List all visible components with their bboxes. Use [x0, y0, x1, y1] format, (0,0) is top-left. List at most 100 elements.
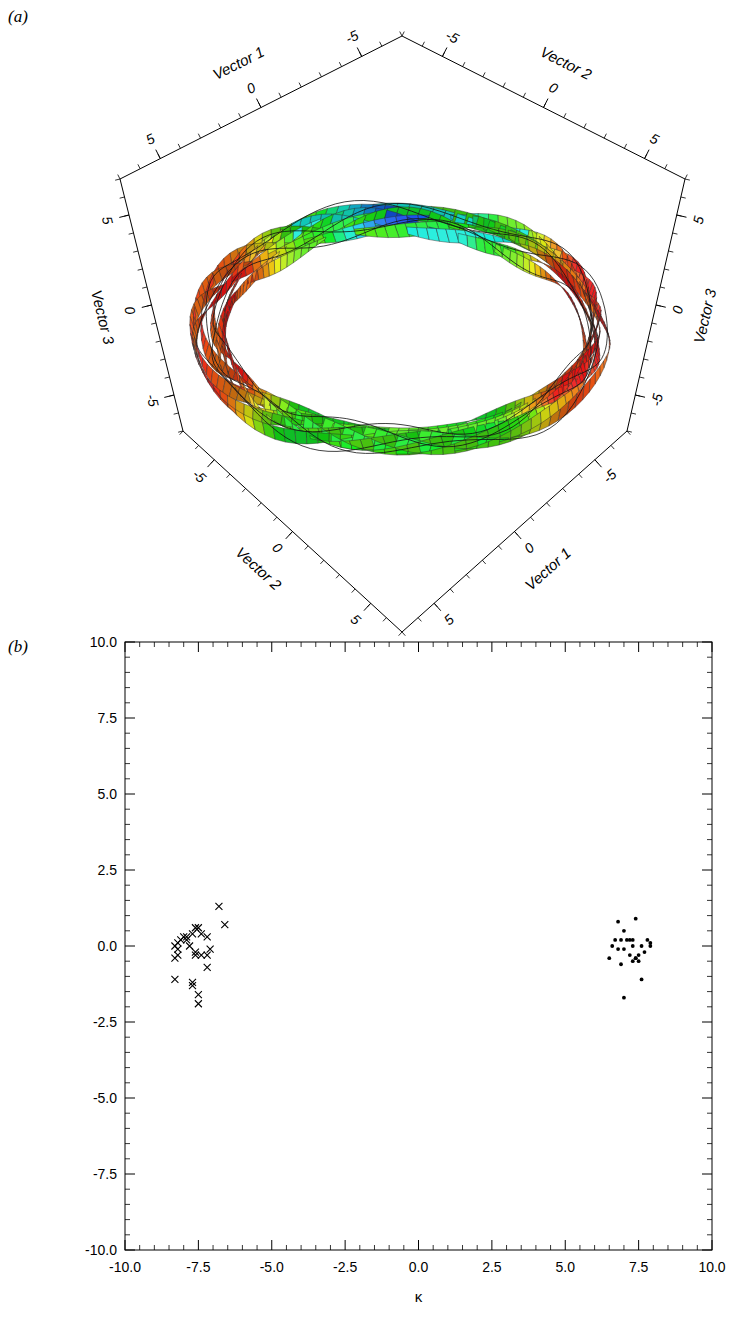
- minor-tick: [118, 175, 120, 179]
- x-marker: [195, 991, 202, 998]
- minor-tick: [139, 642, 140, 647]
- dot-marker: [607, 956, 611, 960]
- x-tick: [125, 642, 126, 652]
- y-tick: [125, 946, 135, 947]
- minor-tick: [402, 632, 405, 636]
- minor-tick: [320, 560, 323, 564]
- y-tick: [125, 642, 135, 643]
- x-tick: [491, 1240, 492, 1250]
- y-tick-label: 10.0: [90, 634, 117, 650]
- minor-tick: [174, 413, 179, 414]
- minor-tick: [707, 763, 712, 764]
- x-tick: [712, 642, 713, 652]
- minor-tick: [609, 1245, 610, 1250]
- x-tick: [491, 642, 492, 652]
- tick-label: 5: [690, 214, 707, 225]
- minor-tick: [330, 1245, 331, 1250]
- minor-tick: [653, 1245, 654, 1250]
- minor-tick: [685, 179, 690, 180]
- y-tick: [125, 1174, 135, 1175]
- x-tick: [345, 642, 346, 652]
- minor-tick: [125, 1234, 130, 1235]
- minor-tick: [531, 517, 534, 521]
- dot-marker: [610, 944, 614, 948]
- ribbon-patch: [502, 238, 512, 243]
- minor-tick: [665, 164, 667, 168]
- minor-tick: [707, 733, 712, 734]
- ribbon-patch: [493, 235, 504, 242]
- y-tick-label: 0.0: [98, 938, 118, 954]
- minor-tick: [707, 1082, 712, 1083]
- points: [171, 903, 652, 1007]
- ribbon-patch: [214, 388, 221, 398]
- minor-tick: [383, 618, 386, 622]
- minor-tick: [198, 134, 200, 138]
- minor-tick: [125, 763, 130, 764]
- tick-label: -5: [343, 27, 362, 47]
- box-frame: [120, 36, 685, 632]
- minor-tick: [257, 642, 258, 647]
- minor-tick: [422, 42, 424, 46]
- ribbon-patch: [488, 437, 500, 448]
- minor-tick: [697, 642, 698, 647]
- tick-label: 5: [143, 130, 157, 148]
- ribbon-patch: [419, 451, 431, 455]
- ribbon-patch: [253, 419, 265, 435]
- minor-tick: [399, 632, 402, 636]
- major-tick: [677, 215, 687, 217]
- minor-tick: [462, 1245, 463, 1250]
- minor-tick: [315, 642, 316, 647]
- major-tick: [635, 395, 645, 397]
- minor-tick: [707, 976, 712, 977]
- x-marker: [189, 982, 196, 989]
- minor-tick: [213, 1245, 214, 1250]
- ribbon-patch: [589, 373, 595, 393]
- y-tick-label: 5.0: [98, 786, 118, 802]
- major-tick: [364, 603, 371, 610]
- minor-tick: [330, 642, 331, 647]
- minor-tick: [707, 1143, 712, 1144]
- minor-tick: [535, 1245, 536, 1250]
- minor-tick: [227, 642, 228, 647]
- x-marker: [171, 955, 178, 962]
- minor-tick: [667, 1245, 668, 1250]
- minor-tick: [697, 1245, 698, 1250]
- major-tick: [515, 532, 522, 539]
- minor-tick: [359, 642, 360, 647]
- minor-tick: [125, 854, 130, 855]
- x-tick-label: -7.5: [186, 1259, 210, 1275]
- minor-tick: [138, 164, 140, 168]
- minor-tick: [707, 915, 712, 916]
- minor-tick: [668, 251, 673, 252]
- minor-tick: [125, 672, 130, 673]
- minor-tick: [681, 197, 686, 198]
- minor-tick: [477, 1245, 478, 1250]
- x-tick: [345, 1240, 346, 1250]
- minor-tick: [433, 642, 434, 647]
- minor-tick: [227, 474, 230, 478]
- ribbon-patch: [268, 260, 274, 276]
- minor-tick: [156, 341, 161, 342]
- minor-tick: [604, 134, 606, 138]
- ribbon-patch: [287, 251, 295, 268]
- ribbon-patch: [598, 310, 605, 329]
- minor-tick: [178, 144, 180, 148]
- major-tick: [286, 532, 293, 539]
- major-tick: [119, 215, 129, 217]
- minor-tick: [125, 657, 130, 658]
- minor-tick: [594, 642, 595, 647]
- minor-tick: [462, 642, 463, 647]
- ribbon-patch: [512, 242, 521, 246]
- minor-tick: [125, 991, 130, 992]
- minor-tick: [139, 1245, 140, 1250]
- x-tick: [638, 642, 639, 652]
- minor-tick: [315, 1245, 316, 1250]
- x-axis-title: κ: [415, 1288, 423, 1305]
- x-marker: [215, 903, 222, 910]
- minor-tick: [667, 642, 668, 647]
- x-tick-label: 5.0: [556, 1259, 576, 1275]
- minor-tick: [154, 642, 155, 647]
- x-marker: [204, 964, 211, 971]
- minor-tick: [286, 1245, 287, 1250]
- minor-tick: [273, 517, 276, 521]
